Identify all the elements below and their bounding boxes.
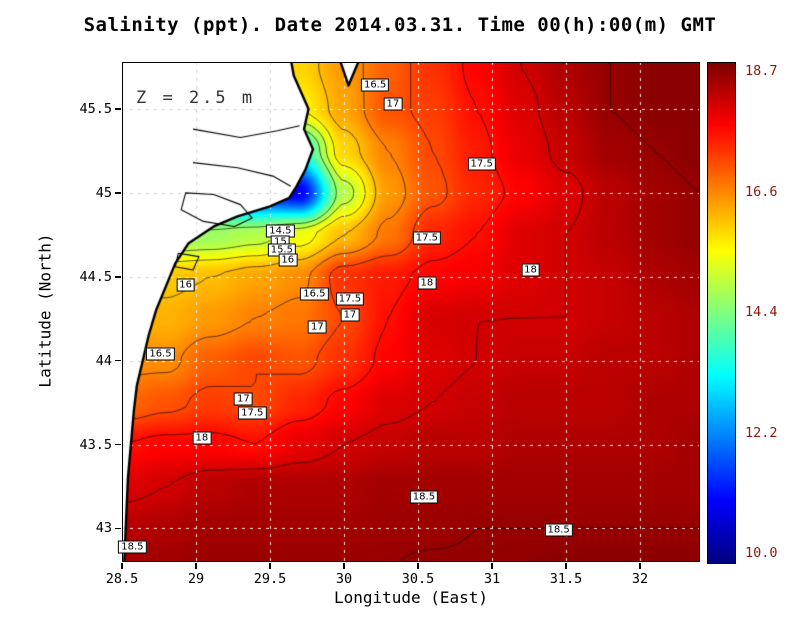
colorbar-canvas	[708, 63, 735, 563]
contour-label: 17	[383, 97, 403, 111]
contour-label: 17	[308, 320, 327, 334]
x-tick-label: 29	[187, 571, 205, 587]
contour-label: 17.5	[467, 157, 496, 171]
x-axis-tick	[565, 563, 567, 569]
x-tick-label: 29.5	[253, 571, 287, 587]
contour-label: 16.5	[360, 78, 390, 92]
y-tick-label: 43.5	[79, 436, 112, 453]
contour-label: 17	[233, 392, 253, 406]
contour-label: 16	[278, 253, 298, 267]
x-tick-label: 30.5	[401, 571, 435, 587]
contour-label: 17.5	[412, 231, 442, 245]
x-tick-label: 28.5	[105, 571, 139, 587]
contour-label: 18	[521, 263, 540, 277]
y-axis-tick	[115, 527, 121, 530]
y-axis-tick	[115, 192, 121, 194]
depth-annotation: Z = 2.5 m	[136, 88, 256, 108]
contour-label: 18.5	[544, 523, 573, 537]
salinity-field-canvas	[122, 62, 700, 562]
colorbar-tick-label: 10.0	[745, 545, 778, 561]
y-tick-label: 44	[95, 352, 112, 369]
x-tick-label: 31.5	[549, 571, 583, 587]
y-tick-label: 43	[95, 520, 112, 537]
y-axis-tick	[115, 276, 121, 278]
y-axis-label: Latitude (North)	[35, 233, 55, 388]
contour-label: 18	[192, 431, 212, 445]
colorbar-tick-label: 18.7	[745, 63, 778, 79]
x-tick-label: 32	[631, 571, 649, 587]
contour-label: 17.5	[238, 406, 267, 420]
x-axis-tick	[269, 563, 271, 569]
x-axis-tick	[417, 563, 419, 569]
plot-area: 16.5 17 17.5 14.5 15 15.5 16 17.5 18 18 16 16.5 17.5…	[118, 62, 700, 562]
x-axis-tick	[343, 563, 345, 569]
colorbar	[707, 62, 736, 564]
contour-label: 17.5	[335, 292, 365, 306]
y-axis-tick	[115, 359, 121, 362]
x-axis-label: Longitude (East)	[333, 588, 489, 607]
contour-label: 18	[417, 276, 437, 290]
y-axis-tick	[115, 443, 121, 446]
x-axis-tick	[121, 563, 123, 569]
contour-label: 18.5	[118, 540, 147, 554]
contour-labels-layer: 16.5 17 17.5 14.5 15 15.5 16 17.5 18 18 16 16.5 17.5…	[118, 62, 700, 562]
x-tick-label: 30	[335, 571, 353, 587]
x-axis-tick	[639, 563, 641, 569]
x-axis-tick	[491, 563, 493, 569]
x-tick-label: 31	[483, 571, 501, 587]
x-axis-tick	[195, 563, 197, 569]
y-tick-label: 45	[95, 184, 112, 201]
contour-label: 17	[340, 308, 360, 322]
colorbar-tick-label: 14.4	[745, 304, 778, 320]
contour-label: 16.5	[146, 347, 175, 361]
contour-label: 18.5	[409, 490, 439, 504]
plot-title: Salinity (ppt). Date 2014.03.31. Time 00…	[83, 14, 717, 36]
y-tick-label: 44.5	[79, 268, 112, 285]
y-axis-tick	[115, 108, 121, 110]
contour-label: 16.5	[300, 287, 329, 301]
colorbar-tick-label: 12.2	[745, 424, 778, 441]
colorbar-tick-label: 16.6	[745, 183, 778, 200]
contour-label: 16	[176, 278, 196, 292]
y-tick-label: 45.5	[79, 100, 112, 117]
